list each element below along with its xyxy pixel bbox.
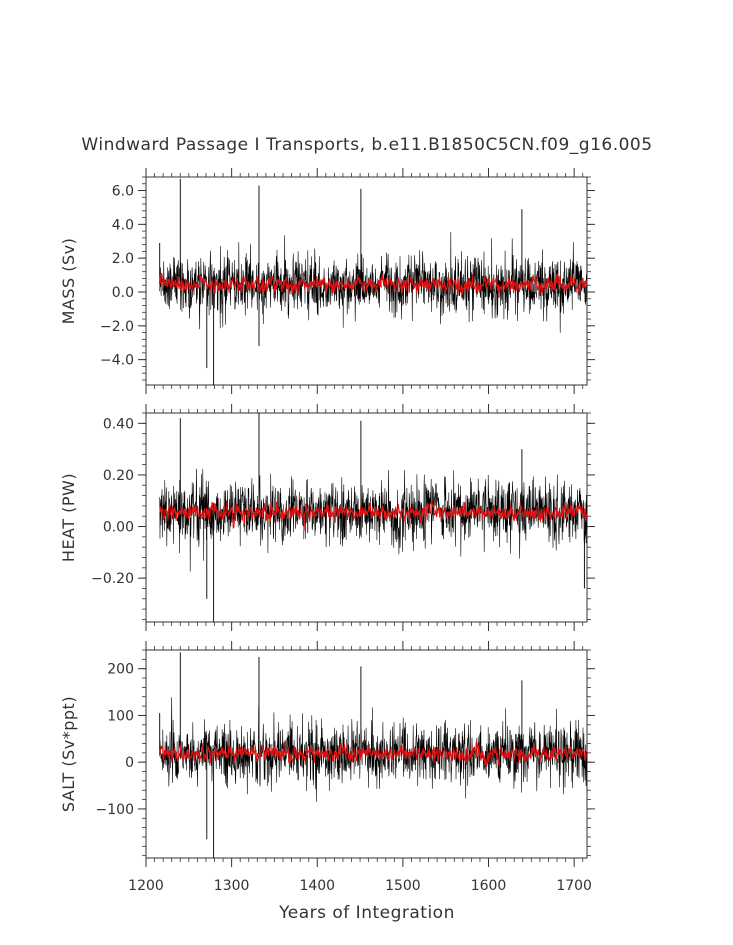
x-tick-label-3: 1500 (385, 878, 421, 894)
salt-ytick-label-2: 100 (107, 708, 134, 724)
mass-ytick-label-1: −2.0 (100, 319, 134, 335)
mass-ytick-label-0: −4.0 (100, 353, 134, 369)
mass-ytick-label-5: 6.0 (112, 184, 134, 200)
mass-ytick-label-3: 2.0 (112, 251, 134, 267)
x-tick-label-0: 1200 (128, 878, 164, 894)
mass-y-axis-label: MASS (Sv) (59, 238, 78, 325)
salt-ytick-label-1: 0 (125, 755, 134, 771)
heat-ytick-label-3: 0.40 (103, 416, 134, 432)
heat-y-axis-label: HEAT (PW) (59, 473, 78, 562)
salt-panel: SALT (Sv*ppt) −100 0 100 200 1200 1300 1400 150… (59, 641, 595, 894)
salt-smoothed-series-line (159, 740, 588, 768)
heat-ytick-label-0: −0.20 (91, 571, 134, 587)
heat-ytick-label-1: 0.00 (103, 520, 134, 536)
mass-ytick-label-2: 0.0 (112, 285, 134, 301)
x-axis-label: Years of Integration (278, 903, 455, 923)
heat-panel: HEAT (PW) −0.20 0.00 0.20 0.40 (59, 404, 595, 631)
heat-ytick-label-2: 0.20 (103, 468, 134, 484)
mass-ytick-label-4: 4.0 (112, 217, 134, 233)
x-tick-label-2: 1400 (299, 878, 335, 894)
x-tick-label-1: 1300 (214, 878, 250, 894)
heat-smoothed-series-line (159, 500, 588, 531)
chart-title: Windward Passage I Transports, b.e11.B18… (81, 135, 652, 155)
x-tick-label-5: 1700 (556, 878, 592, 894)
mass-raw-series-line (159, 232, 588, 333)
salt-ytick-label-3: 200 (107, 662, 134, 678)
mass-panel: MASS (Sv) −4.0 −2.0 0.0 2.0 4.0 6.0 (59, 168, 595, 394)
heat-raw-series-line (159, 468, 588, 572)
salt-ytick-label-0: −100 (96, 802, 134, 818)
x-tick-label-4: 1600 (471, 878, 507, 894)
mass-plot-frame (145, 176, 588, 386)
salt-y-axis-label: SALT (Sv*ppt) (59, 696, 78, 812)
mass-smoothed-series-line (159, 272, 588, 298)
